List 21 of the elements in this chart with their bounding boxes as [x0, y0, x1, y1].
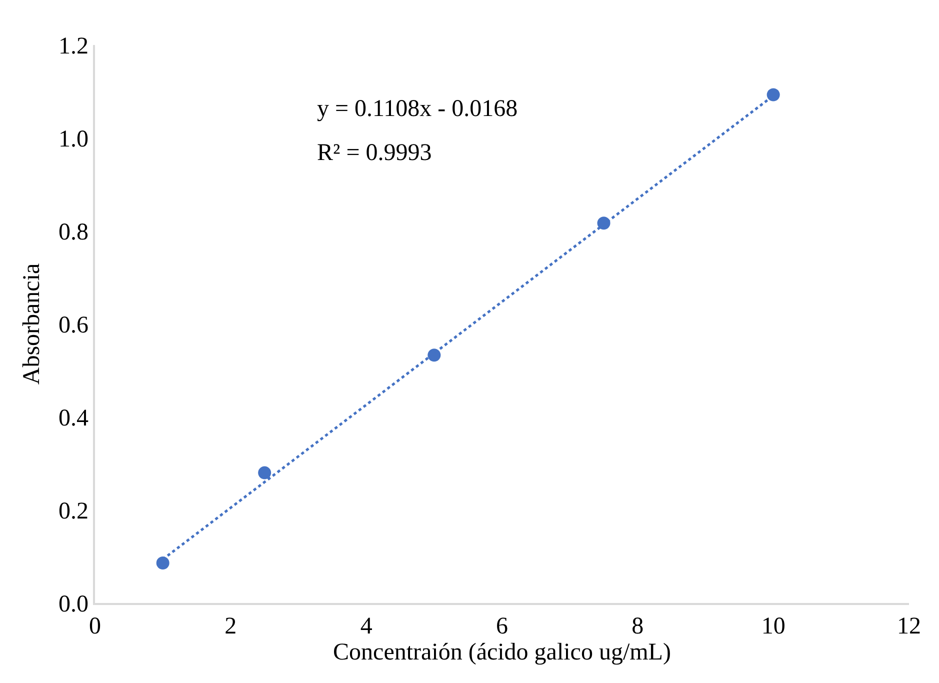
y-tick-label: 0.8 — [58, 219, 88, 246]
point — [156, 556, 170, 570]
y-tick-label: 0.2 — [58, 498, 88, 524]
x-tick-label: 6 — [496, 614, 508, 640]
y-tick-label: 1.0 — [58, 126, 88, 152]
x-tick-label: 4 — [360, 614, 372, 640]
x-tick-label: 12 — [897, 614, 921, 640]
y-tick-label: 0.4 — [58, 405, 88, 432]
y-tick-label: 1.2 — [58, 33, 88, 60]
y-tick-label: 0.6 — [58, 312, 88, 338]
x-tick-label: 0 — [89, 614, 101, 640]
point — [766, 88, 780, 102]
x-tick-label: 2 — [224, 614, 237, 640]
annotation: R² = 0.9993 — [317, 140, 432, 166]
y-axis-title: Absorbancia — [19, 263, 46, 385]
annotation: y = 0.1108x - 0.0168 — [317, 96, 518, 122]
y-tick-label: 0.0 — [58, 591, 88, 618]
x-tick-label: 10 — [761, 614, 786, 640]
point — [258, 466, 272, 480]
x-tick-label: 8 — [632, 614, 644, 640]
x-axis-title: Concentraión (ácido galico ug/mL) — [333, 640, 671, 666]
